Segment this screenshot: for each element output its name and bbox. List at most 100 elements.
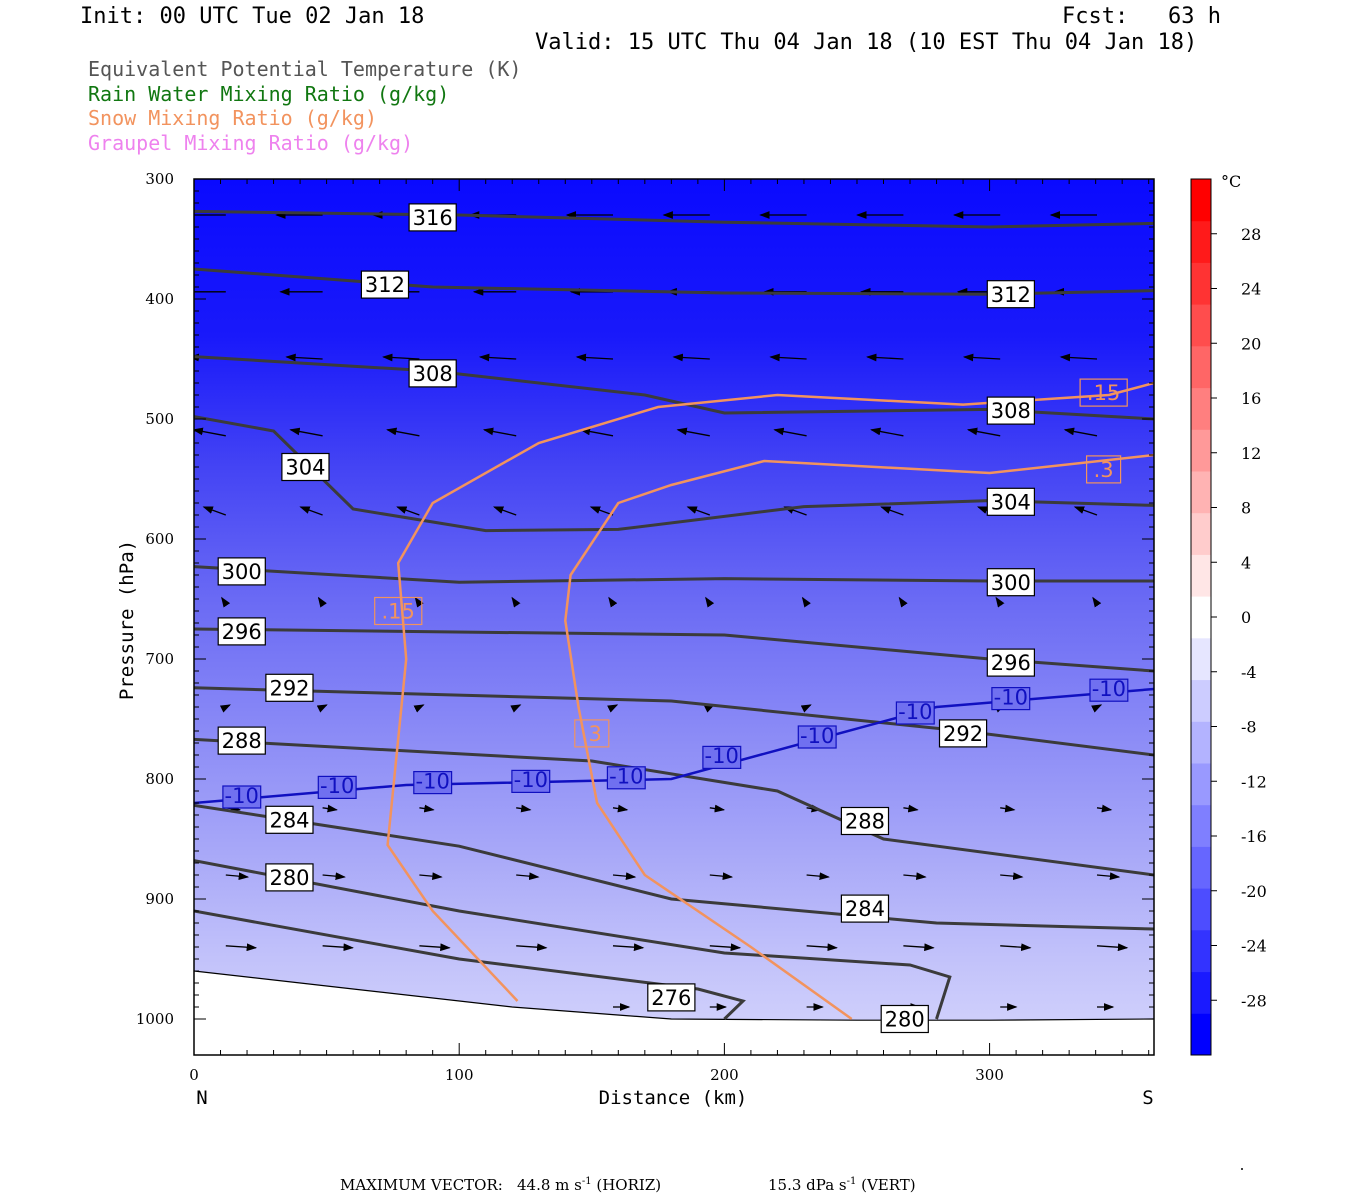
theta-e-label-308-box [408, 359, 457, 388]
wind-vector [801, 596, 811, 608]
wind-vector [773, 427, 807, 437]
colorbar-tick-label: 0 [1241, 608, 1251, 627]
y-tick-label: 800 [145, 770, 174, 788]
x-tick-label: 200 [710, 1066, 739, 1084]
wind-vector [866, 353, 904, 362]
wind-vector [413, 704, 425, 713]
colorbar-segment [1191, 929, 1211, 973]
wind-vector [995, 596, 1005, 608]
colorbar-segment [1191, 763, 1211, 806]
theta-e-label-296-box [217, 617, 266, 646]
wind-vector [903, 804, 919, 813]
wind-vector [202, 506, 227, 516]
colorbar-segment [1191, 971, 1211, 1014]
x-axis-title: Distance (km) [599, 1087, 748, 1109]
wind-vector [225, 943, 258, 952]
wind-vector [607, 704, 619, 713]
theta-e-label-312-box [360, 270, 410, 299]
horiz-value: 44.8 m s [517, 1176, 582, 1194]
snow-label: .3 [1094, 458, 1114, 482]
temperature-label: -10 [1092, 677, 1126, 701]
forecast-hour: Fcst: 63 h [1062, 4, 1221, 29]
theta-e-contour-300 [194, 565, 1154, 584]
theta-e-label-280: 280 [269, 866, 309, 890]
colorbar-segment [1191, 721, 1211, 764]
theta-e-label-284: 284 [845, 897, 885, 921]
wind-vector [492, 506, 517, 516]
theta-e-contour-296 [194, 627, 1154, 673]
wind-vector [322, 943, 354, 952]
wind-vector [322, 872, 346, 881]
colorbar-segment [1191, 345, 1211, 389]
theta-e-contour-316 [194, 209, 1154, 229]
theta-e-label-312: 312 [365, 273, 405, 297]
wind-vector [1000, 943, 1032, 952]
wind-vector [219, 704, 231, 713]
wind-vector [903, 872, 927, 881]
x-axis-left-label: N [196, 1087, 207, 1109]
temperature-shading [194, 179, 1154, 1055]
max-vector-label: MAXIMUM VECTOR: [340, 1176, 503, 1194]
colorbar-unit: °C [1221, 172, 1241, 191]
temperature-label: -10 [994, 685, 1028, 709]
temperature-label-box [702, 745, 742, 770]
theta-e-label-276: 276 [651, 986, 691, 1010]
temperature-label: -10 [800, 724, 834, 748]
y-tick-label: 500 [145, 410, 174, 428]
legend-snow: Snow Mixing Ratio (g/kg) [88, 106, 377, 130]
legend-rain: Rain Water Mixing Ratio (g/kg) [88, 82, 450, 106]
wind-vector [800, 704, 812, 713]
theta-e-label-308: 308 [413, 362, 453, 386]
colorbar-tick-label: -4 [1241, 663, 1257, 682]
wind-vector [478, 353, 517, 362]
temperature-label-box [413, 770, 453, 795]
y-tick-label: 300 [145, 170, 174, 188]
horiz-exponent: -1 [581, 1176, 592, 1187]
wind-vector [1096, 872, 1121, 881]
theta-e-label-292: 292 [943, 722, 983, 746]
wind-vector [705, 596, 715, 608]
temperature-label: -10 [705, 744, 739, 768]
temperature-label: -10 [225, 784, 259, 808]
wind-vector [1059, 353, 1098, 362]
wind-vector [898, 596, 908, 608]
colorbar-segment [1191, 679, 1211, 722]
theta-e-label-300-box [217, 557, 266, 586]
vert-value: 15.3 dPa s [768, 1176, 847, 1194]
theta-e-label-304: 304 [285, 456, 325, 480]
colorbar-tick-label: 8 [1241, 499, 1251, 518]
theta-e-contour-288 [194, 737, 1154, 877]
theta-e-contour-292 [194, 686, 1154, 757]
theta-e-label-308: 308 [991, 399, 1031, 423]
colorbar-segment [1191, 554, 1211, 597]
x-axis-right-label: S [1142, 1087, 1153, 1109]
max-vector-reference-arrow [1241, 1168, 1243, 1170]
theta-e-label-296: 296 [991, 651, 1031, 675]
colorbar-segment [1191, 596, 1211, 639]
colorbar-segment [1191, 471, 1211, 514]
wind-vector [322, 804, 338, 813]
colorbar-segment [1191, 387, 1211, 430]
wind-vector [419, 804, 435, 813]
colorbar-tick-label: 20 [1241, 334, 1261, 353]
x-tick-label: 100 [445, 1066, 474, 1084]
snow-label-box [574, 719, 610, 748]
wind-vector [194, 427, 226, 437]
init-time: Init: 00 UTC Tue 02 Jan 18 [80, 4, 425, 29]
x-tick-label: 0 [189, 1066, 199, 1084]
wind-vector [686, 506, 711, 516]
horiz-tail: (HORIZ) [591, 1176, 662, 1194]
colorbar-segment [1191, 1013, 1211, 1056]
valid-time: Valid: 15 UTC Thu 04 Jan 18 (10 EST Thu … [535, 30, 1198, 55]
wind-vector [903, 943, 935, 952]
theta-e-label-288-box [217, 726, 266, 755]
theta-e-label-296: 296 [222, 620, 262, 644]
colorbar-segment [1191, 846, 1211, 889]
wind-vector [1096, 804, 1113, 813]
plot-frame [193, 178, 1155, 1056]
theta-e-contour-276 [194, 909, 746, 1021]
y-tick-label: 1000 [136, 1010, 174, 1028]
wind-vector [769, 353, 807, 362]
temperature-label: -10 [514, 768, 548, 792]
theta-e-label-288-box [840, 806, 890, 836]
